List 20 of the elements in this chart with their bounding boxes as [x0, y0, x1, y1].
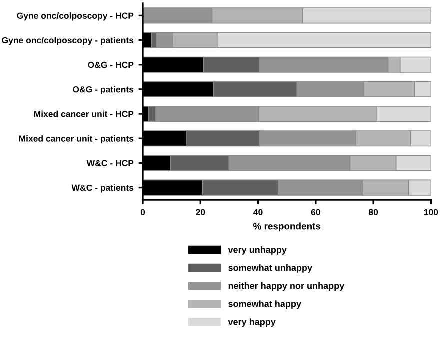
y-tick-label: Gyne onc/colposcopy - patients [2, 37, 134, 46]
y-tick-label: W&C - HCP [86, 160, 134, 166]
y-tick-label: O&G - patients [73, 86, 134, 94]
x-tick-label: 0 [140, 209, 146, 216]
y-tick-label: O&G - HCP [88, 62, 134, 68]
legend-label: neither happy nor unhappy [228, 282, 345, 291]
y-tick-label: Gyne onc/colposcopy - HCP [17, 12, 134, 21]
x-tick-label: 20 [196, 209, 206, 216]
x-axis-title: % respondents [253, 222, 321, 232]
x-tick-label: 80 [368, 209, 378, 216]
x-tick-label: 40 [254, 209, 263, 216]
y-tick-label: Mixed cancer unit - HCP [34, 110, 134, 118]
x-tick-label: 100 [424, 209, 438, 216]
legend-label: somewhat happy [228, 300, 302, 309]
legend-label: very unhappy [228, 246, 287, 255]
legend-label: somewhat unhappy [228, 264, 312, 273]
y-tick-label: Mixed cancer unit - patients [19, 135, 134, 144]
y-tick-label: W&C - patients [72, 184, 134, 193]
legend-label: very happy [228, 318, 276, 328]
x-tick-label: 60 [311, 209, 320, 216]
